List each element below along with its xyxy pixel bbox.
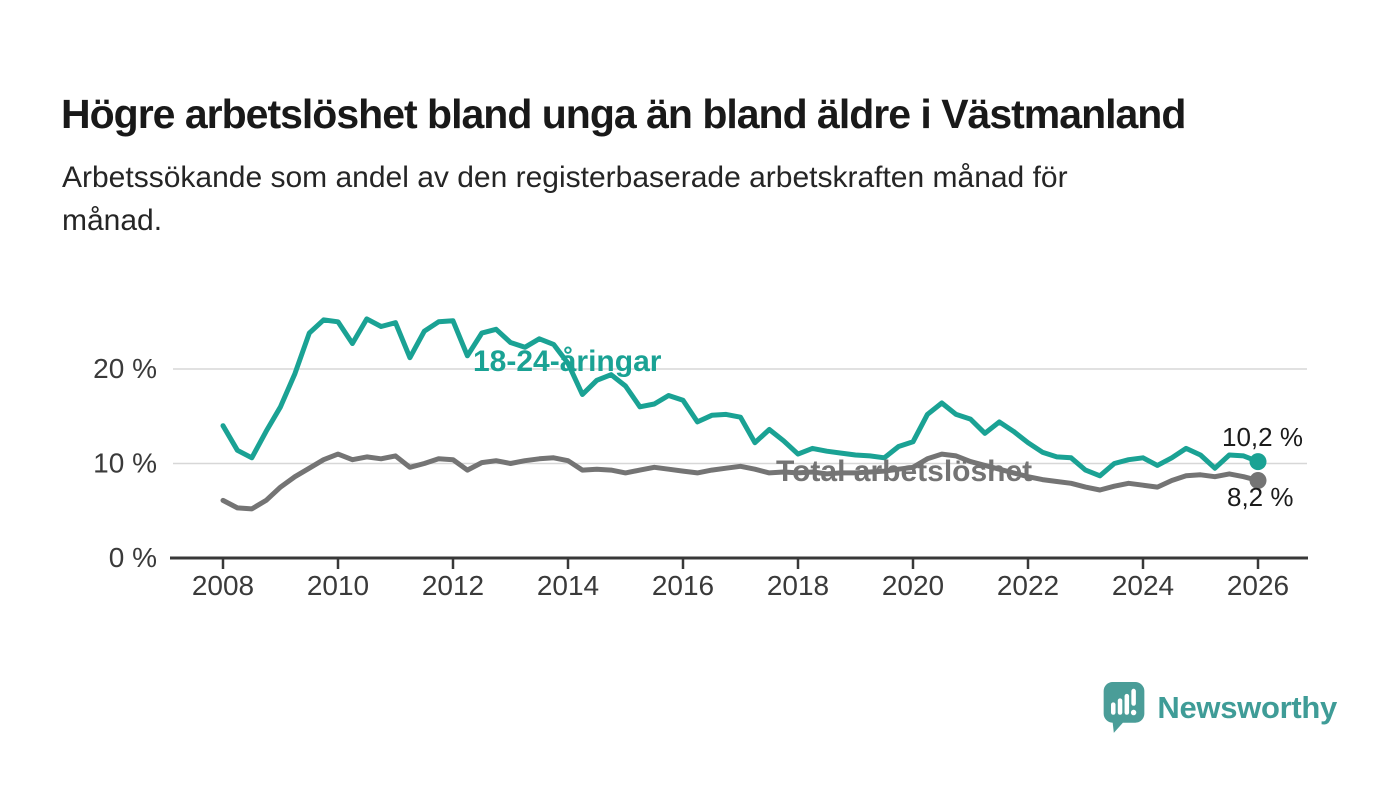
chart-subtitle: Arbetssökande som andel av den registerb… — [62, 156, 1312, 242]
subtitle-line-2: månad. — [62, 204, 163, 237]
end-value-label-youth-18-24: 10,2 % — [1222, 422, 1303, 452]
series-line-youth-18-24 — [220, 316, 1261, 479]
page-title: Högre arbetslöshet bland unga än bland ä… — [61, 91, 1186, 138]
x-tick-label: 2012 — [422, 570, 484, 601]
x-tick-label: 2024 — [1112, 570, 1174, 601]
subtitle-line-1: Arbetssökande som andel av den registerb… — [62, 161, 1068, 194]
y-tick-label: 20 % — [93, 353, 157, 384]
end-dot-youth-18-24 — [1249, 453, 1267, 471]
x-tick-label: 2008 — [192, 570, 254, 601]
end-value-label-total: 8,2 % — [1227, 482, 1294, 512]
newsworthy-bubble-chart-icon — [1104, 682, 1145, 733]
x-tick-label: 2022 — [997, 570, 1059, 601]
series-line-total — [220, 451, 1261, 512]
x-tick-label: 2010 — [307, 570, 369, 601]
x-tick-label: 2018 — [767, 570, 829, 601]
x-tick-label: 2020 — [882, 570, 944, 601]
y-tick-label: 0 % — [109, 542, 157, 573]
newsworthy-logo: Newsworthy — [1102, 682, 1337, 734]
y-tick-label: 10 % — [93, 448, 157, 479]
x-tick-label: 2026 — [1227, 570, 1289, 601]
x-tick-label: 2016 — [652, 570, 714, 601]
x-tick-label: 2014 — [537, 570, 599, 601]
brand-name: Newsworthy — [1157, 690, 1337, 725]
end-dot-total — [1249, 472, 1267, 490]
series-label-youth-18-24: 18-24-åringar — [473, 345, 662, 378]
series-label-total: Total arbetslöshet — [776, 455, 1032, 488]
